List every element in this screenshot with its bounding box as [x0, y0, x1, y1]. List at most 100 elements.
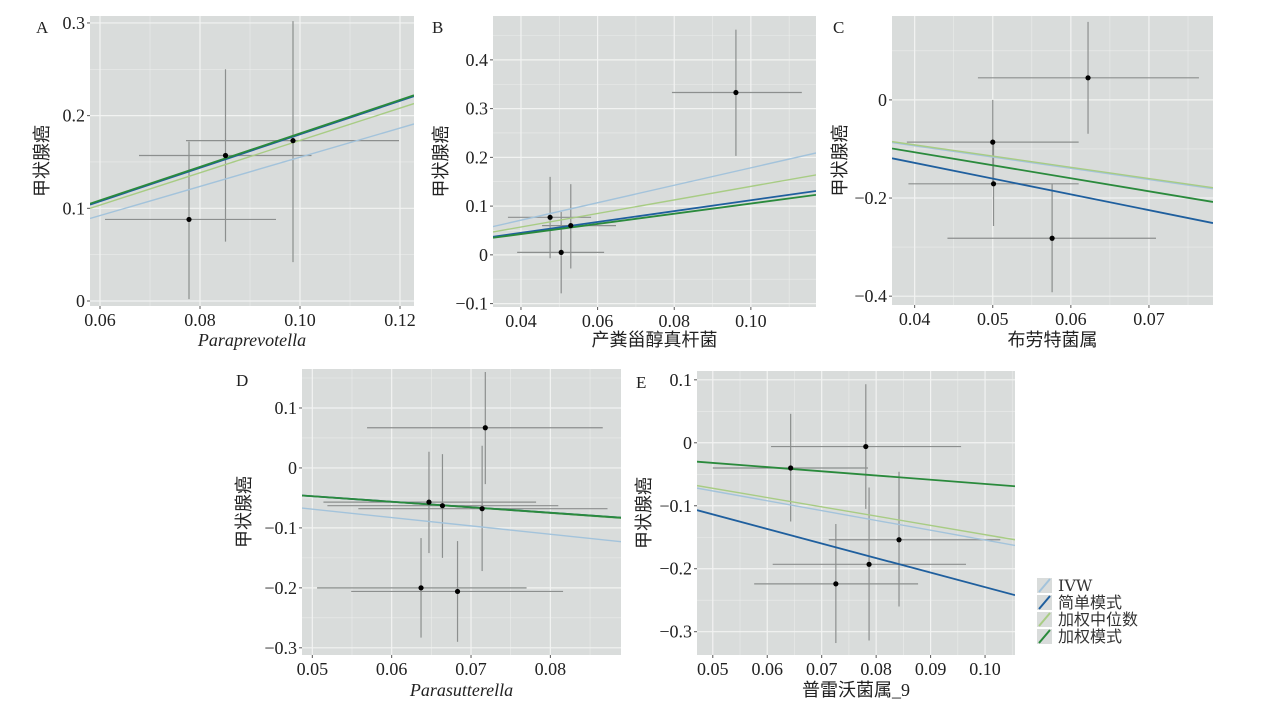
- plot-content: [90, 21, 414, 300]
- y-tick-label: −0.3: [659, 622, 692, 642]
- panel-b: 0.04 0.06 0.08 0.10 −0.1 0 0.1 0.2 0.3 0.4 B 产粪甾醇真杆…: [431, 16, 816, 350]
- legend-label: 加权中位数: [1058, 610, 1139, 629]
- regression-line-加权模式: [90, 94, 414, 205]
- data-point: [990, 139, 996, 145]
- data-point: [788, 465, 794, 471]
- x-tick-label: 0.04: [505, 311, 537, 331]
- x-tick-label: 0.08: [184, 310, 216, 330]
- panel-a: 0.06 0.08 0.10 0.12 0 0.1 0.2 0.3 A Paraprevotell…: [32, 13, 416, 350]
- regression-line-加权中位数: [697, 484, 1015, 541]
- y-axis-label: 甲状腺癌: [234, 476, 254, 548]
- data-point: [833, 581, 839, 587]
- legend-item-simple-mode: 简单模式: [1037, 594, 1187, 611]
- data-point: [896, 537, 902, 543]
- y-tick-label: 0.4: [466, 50, 489, 70]
- regression-line-IVW: [90, 123, 414, 220]
- x-axis-label: Parasutterella: [409, 680, 513, 700]
- legend-label: IVW: [1058, 576, 1093, 595]
- y-axis-label: 甲状腺癌: [830, 125, 850, 197]
- x-tick-label: 0.07: [806, 659, 838, 679]
- legend-key-line: [1038, 578, 1051, 593]
- x-axis-label: 产粪甾醇真杆菌: [592, 330, 718, 350]
- data-point: [547, 214, 553, 220]
- legend-item-weighted-mode: 加权模式: [1037, 628, 1187, 645]
- plot-background: [493, 16, 816, 307]
- y-tick-label: 0.2: [63, 106, 86, 126]
- plot-content: [493, 29, 816, 294]
- y-tick-label: 0: [479, 245, 488, 265]
- x-tick-label: 0.06: [376, 659, 408, 679]
- regression-line-简单模式: [493, 190, 816, 238]
- plot-background: [90, 16, 414, 306]
- x-tick-label: 0.04: [899, 309, 931, 329]
- regression-line-IVW: [892, 141, 1213, 190]
- plot-content: [697, 384, 1015, 644]
- panel-e: 0.05 0.06 0.07 0.08 0.09 0.10 −0.3 −0.2 −0.1 0 0.1…: [634, 370, 1015, 700]
- legend-key-line: [1038, 629, 1051, 644]
- y-tick-label: 0: [76, 291, 85, 311]
- panel-letter: B: [432, 18, 443, 37]
- y-tick-label: −0.2: [854, 188, 887, 208]
- data-point: [558, 249, 564, 256]
- x-tick-label: 0.12: [384, 310, 416, 330]
- regression-line-加权中位数: [90, 102, 414, 209]
- legend-key-weighted-mode-icon: [1037, 629, 1052, 644]
- legend-item-weighted-median: 加权中位数: [1037, 611, 1187, 628]
- data-point: [426, 499, 432, 505]
- regression-line-IVW: [697, 487, 1015, 547]
- regression-line-加权模式: [892, 147, 1213, 203]
- y-tick-label: 0.1: [275, 398, 298, 418]
- y-tick-label: 0.1: [63, 198, 86, 218]
- plot-content: [892, 21, 1213, 293]
- panel-letter: E: [636, 373, 646, 392]
- data-point: [439, 503, 446, 509]
- x-tick-label: 0.08: [860, 659, 892, 679]
- x-tick-label: 0.05: [977, 309, 1009, 329]
- x-axis-label: 布劳特菌属: [1008, 330, 1098, 350]
- legend-key-ivw-icon: [1037, 578, 1052, 593]
- y-tick-label: 0: [878, 90, 887, 110]
- x-tick-label: 0.10: [284, 310, 316, 330]
- regression-line-加权模式: [697, 460, 1015, 488]
- x-tick-label: 0.10: [969, 659, 1001, 679]
- legend-label: 简单模式: [1058, 593, 1123, 612]
- legend-label: 加权模式: [1058, 627, 1123, 646]
- panel-letter: C: [833, 18, 844, 37]
- regression-line-加权中位数: [493, 174, 816, 233]
- y-tick-label: −0.1: [659, 496, 692, 516]
- panel-c: 0.04 0.05 0.06 0.07 −0.4 −0.2 0 C 布劳特菌属 甲状腺癌: [830, 16, 1213, 350]
- y-tick-label: 0: [288, 458, 297, 478]
- y-tick-label: −0.2: [659, 559, 692, 579]
- panel-letter: D: [236, 371, 248, 390]
- x-tick-label: 0.10: [735, 311, 767, 331]
- regression-line-IVW: [493, 152, 816, 228]
- y-tick-label: −0.1: [264, 518, 297, 538]
- regression-line-加权中位数: [892, 140, 1213, 189]
- x-axis-label: 普雷沃菌属_9: [802, 680, 910, 700]
- regression-line-简单模式: [892, 157, 1213, 224]
- x-tick-label: 0.06: [1055, 309, 1087, 329]
- regression-line-简单模式: [697, 509, 1015, 597]
- data-point: [1049, 235, 1055, 241]
- y-tick-label: −0.2: [264, 578, 297, 598]
- y-tick-label: −0.3: [264, 638, 297, 658]
- y-tick-label: 0.3: [466, 99, 489, 119]
- x-axis-label: Paraprevotella: [197, 330, 306, 350]
- x-tick-label: 0.09: [915, 659, 947, 679]
- y-tick-label: −0.1: [455, 294, 488, 314]
- y-tick-label: −0.4: [854, 286, 887, 306]
- x-tick-label: 0.06: [84, 310, 116, 330]
- data-point: [866, 561, 872, 567]
- y-axis-label: 甲状腺癌: [634, 477, 654, 549]
- plot-content: [302, 371, 621, 642]
- x-tick-label: 0.06: [582, 311, 614, 331]
- data-point: [733, 89, 739, 96]
- x-tick-label: 0.06: [751, 659, 783, 679]
- x-tick-label: 0.05: [697, 659, 729, 679]
- data-point: [482, 425, 488, 431]
- data-point: [290, 138, 296, 144]
- y-tick-label: 0.1: [466, 196, 489, 216]
- y-tick-label: 0: [683, 433, 692, 453]
- x-tick-label: 0.05: [297, 659, 329, 679]
